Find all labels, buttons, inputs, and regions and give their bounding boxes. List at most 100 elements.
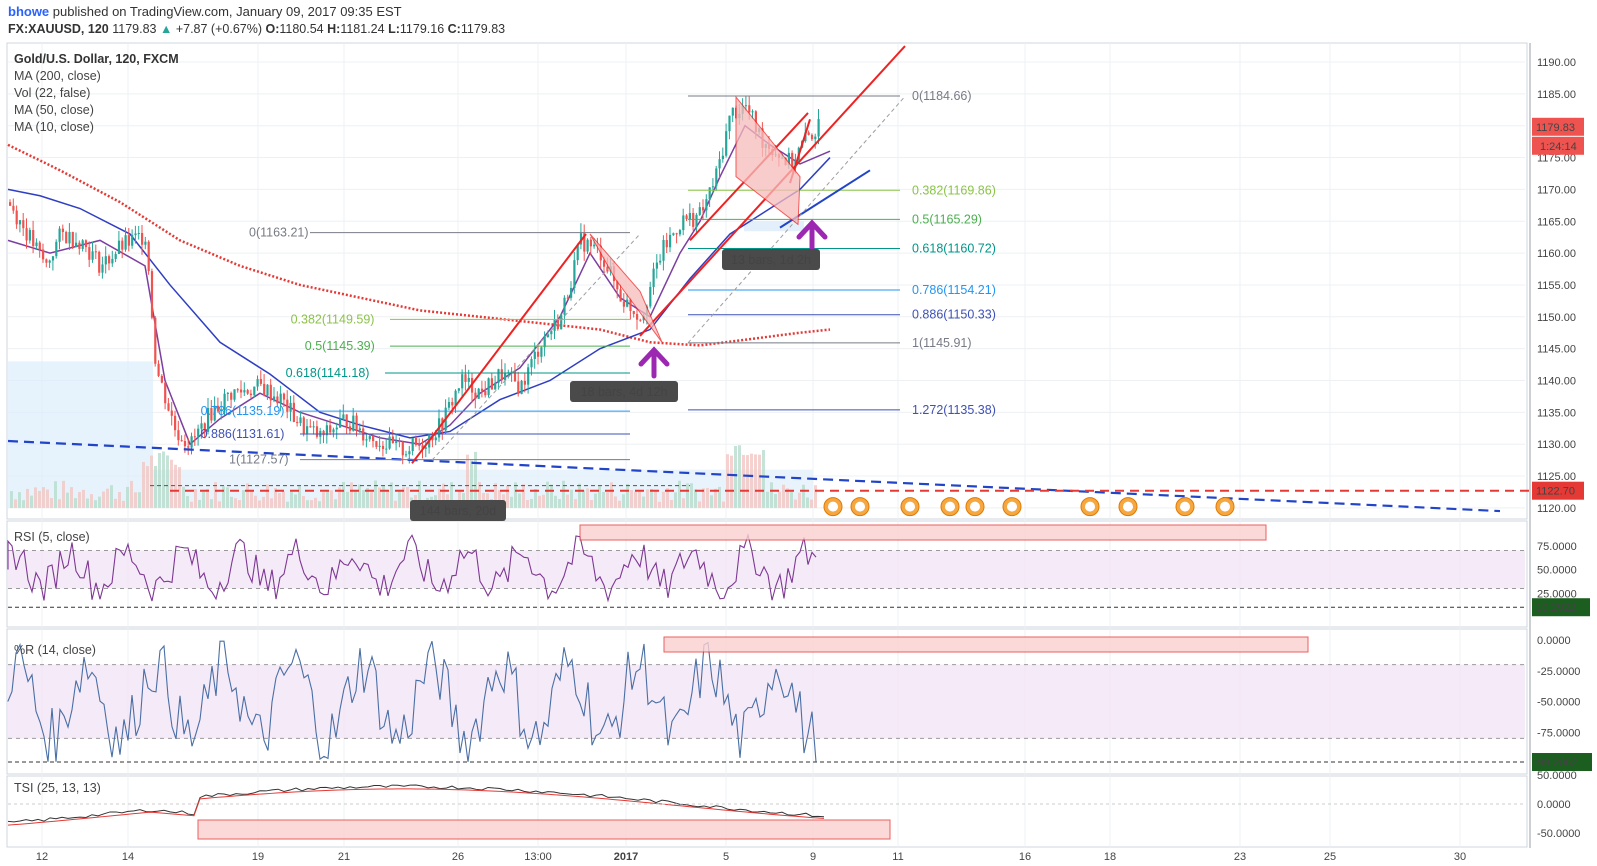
volume-bar: [654, 491, 657, 508]
time-axis-tick: 14: [122, 851, 134, 863]
author-link[interactable]: bhowe: [8, 4, 50, 19]
candle-body: [322, 430, 325, 436]
line-price-tag-text: 1122.70: [1536, 486, 1575, 498]
legend-volume[interactable]: Vol (22, false): [14, 86, 91, 100]
candle-body: [61, 228, 64, 233]
candle-body: [203, 423, 206, 432]
candle-body: [273, 396, 276, 401]
time-axis-tick: 5: [723, 851, 729, 863]
volume-bar: [314, 497, 317, 508]
volume-bar: [14, 499, 17, 508]
volume-bar: [714, 488, 717, 508]
fib-trend-diagonal: [431, 233, 641, 461]
volume-bar: [726, 454, 729, 508]
volume-bar: [770, 482, 773, 508]
wr-value-tag: [1532, 753, 1592, 772]
legend-ma200[interactable]: MA (200, close): [14, 69, 101, 83]
time-axis-tick: 16: [1019, 851, 1031, 863]
volume-bar: [722, 501, 725, 508]
rsi-pane-title[interactable]: RSI (5, close): [14, 530, 90, 544]
candle-body: [134, 233, 137, 236]
volume-bar: [754, 454, 757, 508]
rsi-band: [8, 550, 1525, 589]
fib-level-label: 0(1184.66): [912, 89, 972, 103]
volume-bar: [170, 459, 173, 508]
fib-level-label: 0.786(1135.19): [201, 404, 285, 418]
candle-body: [42, 249, 45, 260]
candle-body: [626, 299, 629, 307]
candle-body: [279, 393, 282, 404]
candle-body: [474, 392, 477, 399]
volume-bar: [106, 488, 109, 508]
volume-bar: [574, 499, 577, 508]
tsi-pane-title[interactable]: TSI (25, 13, 13): [14, 781, 101, 795]
volume-bar: [382, 485, 385, 508]
candle-body: [315, 426, 319, 437]
candle-body: [213, 405, 216, 421]
candle-body: [15, 210, 18, 225]
candle-body: [197, 428, 200, 437]
candle-body: [345, 414, 348, 427]
volume-bar: [766, 491, 769, 508]
candle-body: [230, 392, 233, 400]
volume-bar: [134, 492, 137, 508]
candle-body: [348, 426, 352, 431]
candle-body: [593, 244, 596, 247]
volume-bar: [730, 455, 733, 508]
volume-bar: [718, 486, 721, 508]
candle-body: [365, 439, 368, 441]
candle-body: [682, 215, 685, 231]
candle-body: [223, 393, 226, 410]
legend-ma10[interactable]: MA (10, close): [14, 120, 94, 134]
rsi-highlight-box: [579, 524, 1267, 541]
williams-r-pane-title[interactable]: %R (14, close): [14, 643, 96, 657]
candle-body: [25, 228, 28, 241]
volume-bar: [518, 493, 521, 508]
volume-bar: [234, 498, 237, 508]
symbol-label[interactable]: FX:XAUUSD, 120: [8, 22, 109, 36]
candle-body: [378, 445, 381, 447]
candle-body: [339, 418, 342, 428]
economic-event-icon: [1007, 501, 1017, 512]
volume-bar: [50, 498, 53, 508]
volume-bar: [110, 485, 113, 508]
candle-body: [210, 408, 213, 421]
volume-bar: [146, 466, 149, 508]
candle-body: [127, 235, 130, 246]
last-price-tag-text: 1179.83: [1536, 122, 1575, 134]
candle-body: [108, 256, 111, 264]
price-axis-tick: 1160.00: [1537, 248, 1576, 260]
tsi-line: [7, 784, 825, 823]
candle-body: [731, 107, 734, 116]
candle-body: [639, 319, 642, 321]
candle-body: [55, 241, 58, 257]
candle-body: [659, 260, 662, 263]
wr-axis-tick: -25.0000: [1537, 666, 1580, 678]
price-axis-tick: 1120.00: [1537, 503, 1576, 515]
economic-event-icon: [855, 501, 865, 512]
price-axis-tick: 1125.00: [1537, 471, 1576, 483]
legend-ma50[interactable]: MA (50, close): [14, 103, 94, 117]
ma200-line: [7, 143, 831, 347]
candle-body: [180, 440, 183, 442]
legend-title[interactable]: Gold/U.S. Dollar, 120, FXCM: [14, 52, 179, 66]
candle-body: [312, 426, 315, 428]
volume-bar: [194, 489, 197, 508]
range-box: [744, 221, 804, 232]
volume-bar: [570, 489, 573, 508]
candle-body: [48, 260, 51, 263]
volume-bar: [78, 492, 81, 508]
volume-bar: [94, 500, 97, 508]
candle-body: [480, 388, 484, 391]
candle-body: [309, 426, 312, 428]
fib-level-label: 1(1145.91): [912, 336, 972, 350]
measure-label-bg: [722, 249, 820, 270]
candle-body: [141, 232, 144, 245]
price-axis-tick: 1185.00: [1537, 89, 1576, 101]
candle-body: [457, 388, 460, 391]
candle-body: [157, 363, 160, 376]
candle-body: [121, 240, 124, 250]
volume-bar: [354, 490, 357, 508]
measure-label: 18 bars, 4d 12h: [581, 385, 668, 399]
